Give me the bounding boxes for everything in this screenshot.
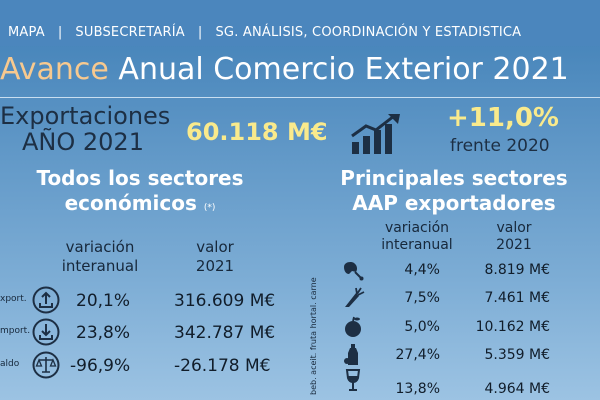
right-heading-line1: Principales sectores (340, 166, 568, 190)
title-rest: Anual Comercio Exterior 2021 (118, 52, 569, 87)
right-col-value-header: valor 2021 (496, 220, 532, 253)
right-heading-line2: AAP exportadores (352, 191, 556, 215)
left-col-variation-header: variación interanual (61, 238, 139, 275)
nav-item-mapa[interactable]: MAPA (8, 25, 45, 40)
exports-year-label: AÑO 2021 (22, 128, 144, 156)
oil-bottle-icon (344, 344, 358, 365)
right-row-variation: 7,5% (404, 290, 440, 306)
right-row-variation: 27,4% (395, 347, 440, 363)
meat-leg-icon (344, 262, 364, 281)
nav-item-subsecretaria[interactable]: SUBSECRETARÍA (75, 25, 185, 40)
trend-up-chart-icon (351, 114, 400, 154)
balance-scale-icon (32, 351, 60, 379)
title-accent: Avance (0, 52, 109, 87)
left-row-value: 342.787 M€ (174, 323, 276, 343)
right-row-variation: 5,0% (404, 319, 440, 335)
left-heading-line1: Todos los sectores (36, 166, 244, 190)
import-download-icon (32, 318, 60, 346)
row-label: aldo (0, 359, 20, 369)
right-row-value: 5.359 M€ (484, 347, 550, 363)
left-heading-note: (*) (203, 203, 216, 213)
exports-total-value: 60.118 M€ (186, 118, 328, 146)
exports-label: Exportaciones (0, 102, 171, 130)
left-row-value: -26.178 M€ (174, 356, 271, 376)
divider (0, 97, 600, 98)
page-title: Avance Anual Comercio Exterior 2021 (0, 52, 569, 87)
left-row-value: 316.609 M€ (174, 291, 276, 311)
nav-separator: | (49, 25, 72, 40)
left-row-variation: 23,8% (76, 323, 131, 343)
left-heading-line2: económicos (64, 191, 197, 215)
top-bar (0, 0, 600, 46)
row-label: xport. (0, 294, 27, 304)
right-row-value: 8.819 M€ (484, 262, 550, 278)
right-row-value: 4.964 M€ (484, 381, 550, 397)
wine-glass-icon (345, 369, 361, 391)
right-panel-heading: Principales sectores AAP exportadores (326, 166, 582, 216)
right-row-value: 7.461 M€ (484, 290, 550, 306)
carrot-icon (345, 287, 365, 307)
left-panel-heading: Todos los sectores económicos (*) (22, 166, 258, 221)
top-navigation: MAPA | SUBSECRETARÍA | SG. ANÁLISIS, COO… (8, 25, 521, 40)
sector-labels-vertical: beb. aceit. fruta hortal. carne (309, 277, 318, 395)
exports-change-percent: +11,0% (447, 103, 559, 133)
nav-separator: | (189, 25, 212, 40)
row-label: mport. (0, 326, 31, 336)
right-row-variation: 4,4% (404, 262, 440, 278)
left-row-variation: -96,9% (70, 356, 131, 376)
nav-item-analisis[interactable]: SG. ANÁLISIS, COORDINACIÓN Y ESTADISTICA (215, 25, 522, 40)
left-row-variation: 20,1% (76, 291, 131, 311)
right-col-variation-header: variación interanual (381, 220, 453, 253)
exports-change-note: frente 2020 (450, 136, 550, 156)
export-upload-icon (32, 286, 60, 314)
left-col-value-header: valor 2021 (195, 238, 235, 275)
right-row-value: 10.162 M€ (475, 319, 550, 335)
fruit-icon (345, 316, 361, 337)
right-row-variation: 13,8% (395, 381, 440, 397)
